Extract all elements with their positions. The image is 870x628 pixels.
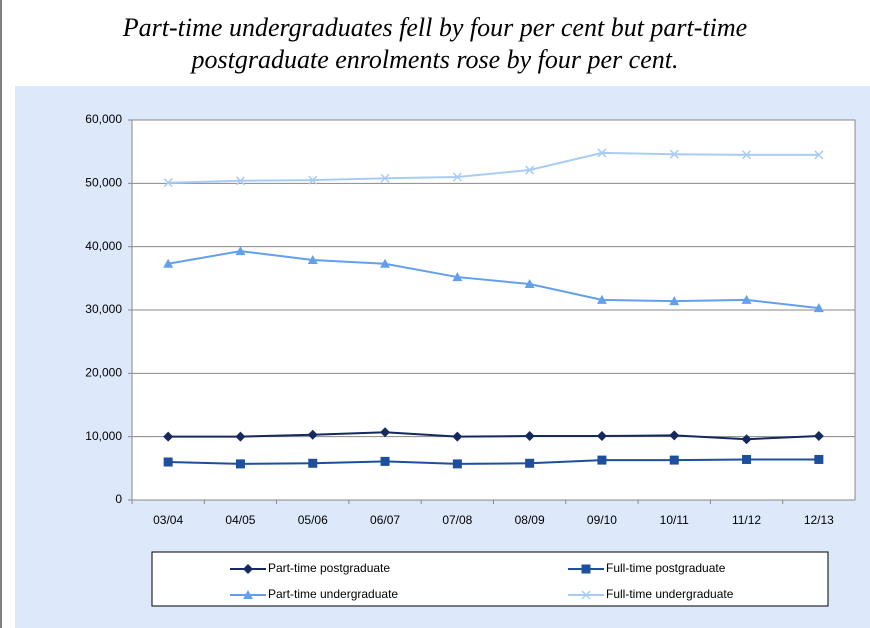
marker [452,272,463,282]
chart-title: Part-time undergraduates fell by four pe… [122,13,748,74]
series-line [168,431,819,441]
marker [380,258,391,268]
marker [308,458,318,468]
y-tick-label: 50,000 [85,176,122,190]
chart-title-box: Part-time undergraduates fell by four pe… [0,12,870,76]
marker [163,178,173,188]
marker [163,258,174,268]
x-tick-label: 05/06 [298,513,328,527]
marker [235,431,246,442]
marker [235,459,245,469]
x-tick-label: 10/11 [660,513,689,527]
x-tick-label: 08/09 [515,513,545,527]
marker [452,459,462,469]
y-tick-label: 10,000 [85,429,122,443]
marker [597,455,607,465]
marker [669,296,680,306]
marker [243,590,253,599]
legend-label: Full-time undergraduate [606,587,734,601]
marker [380,173,390,183]
marker [741,294,752,304]
marker [596,431,607,442]
marker [525,165,535,175]
x-tick-label: 06/07 [370,513,400,527]
marker [307,254,318,264]
series-line [168,458,819,465]
marker [307,429,318,440]
marker [742,150,752,160]
x-tick-label: 03/04 [153,513,183,527]
x-tick-label: 04/05 [225,513,255,527]
y-tick-label: 0 [115,492,122,506]
marker [742,454,752,464]
marker [814,150,824,160]
legend-label: Part-time undergraduate [268,587,398,601]
marker [524,279,535,289]
marker [741,434,752,445]
y-tick-label: 60,000 [85,112,122,126]
marker [525,458,535,468]
marker [597,148,607,158]
marker [581,564,591,574]
marker [452,431,463,442]
marker [813,431,824,442]
legend-label: Part-time postgraduate [268,561,390,575]
marker [581,590,591,600]
legend-label: Full-time postgraduate [606,561,726,575]
marker [380,456,390,466]
y-tick-label: 20,000 [85,366,122,380]
marker [814,454,824,464]
marker [813,303,824,313]
marker [308,175,318,185]
marker [380,427,391,438]
marker [669,430,680,441]
marker [596,294,607,304]
series-line [168,151,819,184]
y-tick-label: 30,000 [85,302,122,316]
legend [151,551,829,607]
marker [163,431,174,442]
series-line [167,250,819,310]
marker [163,457,173,467]
x-tick-label: 09/10 [587,513,617,527]
x-tick-label: 07/08 [442,513,472,527]
marker [235,246,246,256]
marker [243,564,253,574]
y-tick-label: 40,000 [85,239,122,253]
x-tick-label: 12/13 [804,513,834,527]
marker [524,431,535,442]
x-tick-label: 11/12 [732,513,761,527]
marker [669,149,679,159]
marker [452,172,462,182]
marker [235,176,245,186]
marker [669,455,679,465]
